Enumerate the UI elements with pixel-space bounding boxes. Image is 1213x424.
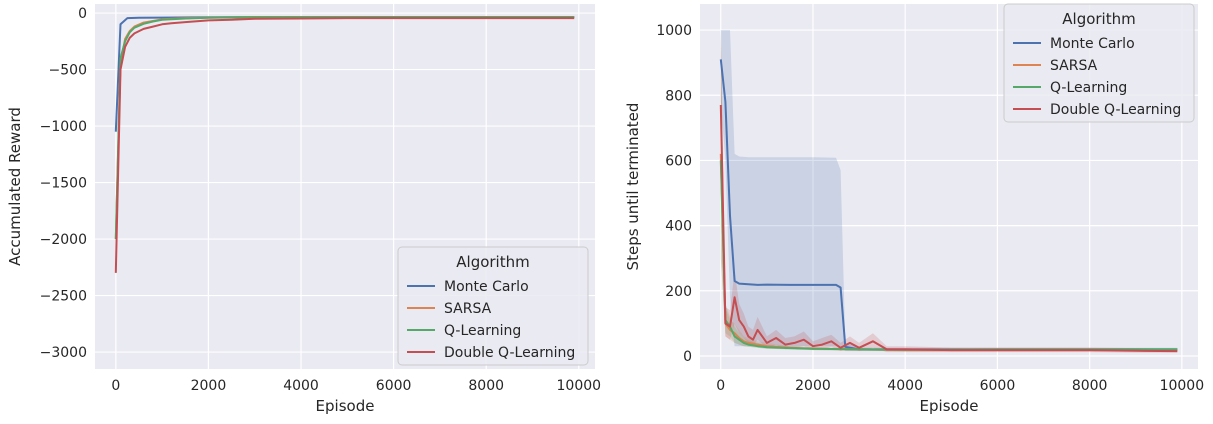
y-tick-label: 0 <box>683 349 692 365</box>
y-tick-label: 200 <box>665 284 692 300</box>
legend-title: Algorithm <box>1062 10 1135 28</box>
x-tick-label: 6000 <box>980 378 1016 394</box>
y-tick-label: −500 <box>49 63 87 79</box>
series-line-double-q-learning <box>719 104 1178 353</box>
y-axis-label: Accumulated Reward <box>6 107 24 266</box>
x-tick-label: 2000 <box>191 378 227 394</box>
legend: Algorithm Monte Carlo SARSA Q-Learning Doubl… <box>1003 3 1195 123</box>
x-tick-label: 2000 <box>795 378 831 394</box>
legend-title: Algorithm <box>456 253 529 271</box>
legend-entry: Q-Learning <box>1050 80 1127 96</box>
x-tick-label: 8000 <box>1072 378 1108 394</box>
x-tick-label: 10000 <box>1160 378 1205 394</box>
x-axis-label: Episode <box>920 397 979 415</box>
y-tick-label: 1000 <box>656 23 692 39</box>
x-tick-label: 4000 <box>887 378 923 394</box>
legend-entry: Monte Carlo <box>444 279 529 295</box>
series-line-double-q-learning <box>114 17 575 273</box>
legend-entry: SARSA <box>1050 58 1098 74</box>
legend-entry: Double Q-Learning <box>1050 102 1181 118</box>
x-tick-label: 0 <box>716 378 725 394</box>
x-axis-label: Episode <box>316 397 375 415</box>
y-axis-label: Steps until terminated <box>624 103 642 271</box>
y-tick-label: 0 <box>78 6 87 22</box>
y-tick-label: 800 <box>665 88 692 104</box>
chart-steps-until-terminated: 0 2000 4000 6000 8000 10000 0 200 400 600 800 1000 E… <box>624 3 1205 415</box>
confidence-band-monte-carlo <box>720 30 1178 352</box>
legend-box <box>397 246 589 366</box>
x-tick-label: 6000 <box>376 378 412 394</box>
y-tick-label: 400 <box>665 219 692 235</box>
x-tick-label: 10000 <box>557 378 602 394</box>
y-tick-label: −3000 <box>40 345 87 361</box>
x-tick-label: 0 <box>111 378 120 394</box>
legend: Algorithm Monte Carlo SARSA Q-Learning Doubl… <box>397 246 589 366</box>
legend-entry: SARSA <box>444 301 492 317</box>
chart-accumulated-reward: 0 2000 4000 6000 8000 10000 0 −500 −1000 −1500 −20… <box>6 4 601 415</box>
legend-entry: Monte Carlo <box>1050 36 1135 52</box>
y-tick-label: 600 <box>665 153 692 169</box>
legend-entry: Q-Learning <box>444 323 521 339</box>
legend-box <box>1003 3 1195 123</box>
y-tick-label: −1500 <box>40 176 87 192</box>
legend-entry: Double Q-Learning <box>444 345 575 361</box>
y-tick-label: −2500 <box>40 289 87 305</box>
x-tick-label: 8000 <box>468 378 504 394</box>
series-line-q-learning <box>114 16 575 240</box>
y-tick-label: −2000 <box>40 232 87 248</box>
x-tick-label: 4000 <box>283 378 319 394</box>
y-tick-label: −1000 <box>40 119 87 135</box>
